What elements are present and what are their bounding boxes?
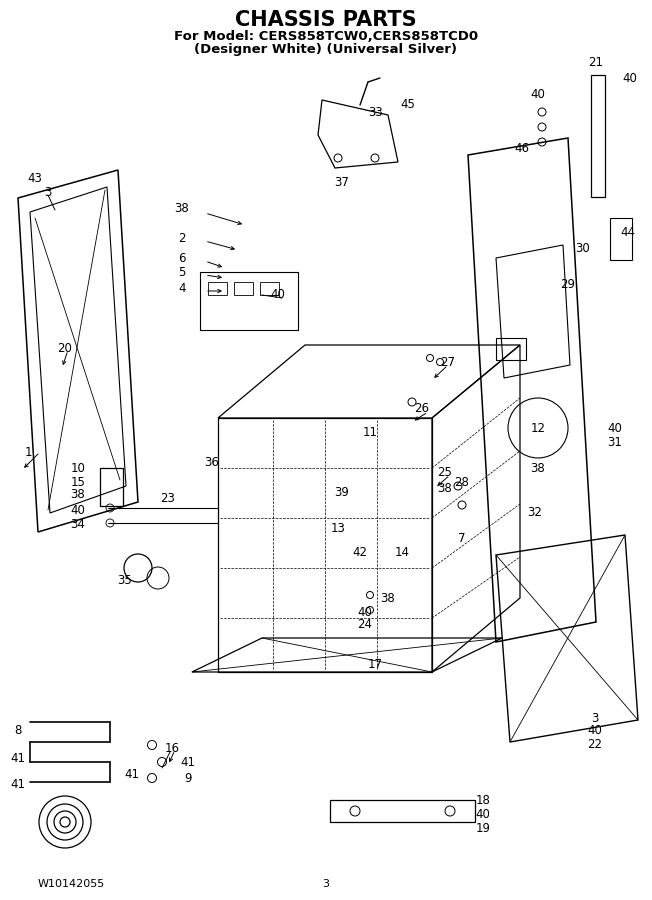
Text: 3: 3: [323, 879, 329, 889]
Text: 36: 36: [205, 455, 220, 469]
Text: 2: 2: [178, 231, 186, 245]
Text: 22: 22: [587, 739, 602, 752]
Text: 27: 27: [441, 356, 456, 368]
Text: 15: 15: [70, 475, 85, 489]
Text: 37: 37: [334, 176, 349, 188]
Text: 35: 35: [117, 573, 132, 587]
Bar: [200, 272, 298, 330]
Text: 1: 1: [24, 446, 32, 458]
Text: 32: 32: [527, 506, 542, 518]
Text: 40: 40: [587, 724, 602, 737]
Text: 40: 40: [475, 807, 490, 821]
Text: 43: 43: [27, 172, 42, 184]
Text: 34: 34: [70, 518, 85, 532]
Text: 40: 40: [357, 606, 372, 618]
Bar: [610, 218, 632, 260]
Text: 16: 16: [164, 742, 179, 754]
Text: 39: 39: [334, 485, 349, 499]
Text: 40: 40: [271, 289, 286, 302]
Text: 30: 30: [576, 241, 590, 255]
Bar: [260, 282, 279, 295]
Text: 14: 14: [394, 545, 409, 559]
Bar: [591, 75, 605, 197]
Text: 40: 40: [70, 503, 85, 517]
Text: 7: 7: [458, 532, 466, 544]
Text: 12: 12: [531, 421, 546, 435]
Text: 41: 41: [125, 769, 140, 781]
Text: 31: 31: [608, 436, 623, 448]
Text: 23: 23: [160, 491, 175, 505]
Text: 38: 38: [175, 202, 189, 214]
Text: 33: 33: [368, 105, 383, 119]
Text: For Model: CERS858TCW0,CERS858TCD0: For Model: CERS858TCW0,CERS858TCD0: [174, 30, 478, 42]
Text: 38: 38: [437, 482, 452, 494]
Text: 18: 18: [475, 794, 490, 806]
Text: 29: 29: [561, 278, 576, 292]
Text: 25: 25: [437, 465, 452, 479]
Text: 40: 40: [608, 421, 623, 435]
Text: 17: 17: [368, 659, 383, 671]
Bar: [208, 282, 227, 295]
Text: 28: 28: [454, 475, 469, 489]
Bar: [234, 282, 253, 295]
Bar: [330, 800, 475, 822]
Text: 40: 40: [623, 71, 638, 85]
Text: 40: 40: [531, 88, 546, 102]
Text: 41: 41: [10, 778, 25, 791]
Text: 21: 21: [589, 56, 604, 68]
Text: 4: 4: [178, 282, 186, 294]
Text: 41: 41: [10, 752, 25, 764]
Text: (Designer White) (Universal Silver): (Designer White) (Universal Silver): [194, 43, 458, 57]
Text: 9: 9: [185, 771, 192, 785]
Text: 24: 24: [357, 618, 372, 632]
Text: 3: 3: [591, 712, 599, 724]
Text: 13: 13: [331, 521, 346, 535]
Text: 42: 42: [353, 545, 368, 559]
Text: CHASSIS PARTS: CHASSIS PARTS: [235, 10, 417, 30]
Text: 38: 38: [531, 462, 545, 474]
Text: 38: 38: [70, 489, 85, 501]
Text: 19: 19: [475, 822, 490, 834]
Bar: [496, 338, 526, 360]
Text: 46: 46: [514, 141, 529, 155]
Text: 5: 5: [178, 266, 186, 278]
Text: 11: 11: [363, 426, 378, 438]
Text: 26: 26: [415, 401, 430, 415]
Text: 3: 3: [44, 185, 52, 199]
Text: 38: 38: [381, 591, 395, 605]
Bar: [100, 468, 123, 506]
Text: 8: 8: [14, 724, 22, 736]
Text: 10: 10: [70, 462, 85, 474]
Text: 6: 6: [178, 251, 186, 265]
Text: 41: 41: [181, 755, 196, 769]
Text: 20: 20: [57, 341, 72, 355]
Text: W10142055: W10142055: [38, 879, 105, 889]
Text: 45: 45: [400, 98, 415, 112]
Text: 44: 44: [621, 226, 636, 239]
